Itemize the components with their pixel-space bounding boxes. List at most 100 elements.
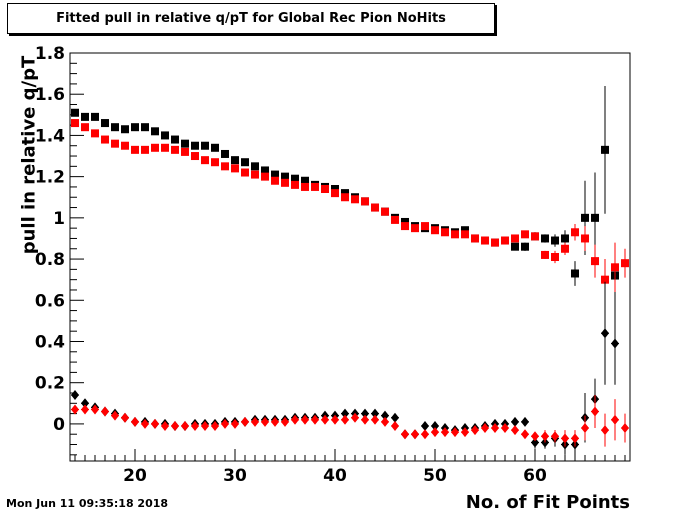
data-point-square	[291, 174, 299, 183]
data-point-square	[361, 197, 369, 206]
data-point-square	[251, 170, 259, 179]
data-point-square	[481, 236, 489, 245]
y-axis-label: pull in relative q/pT	[18, 55, 40, 255]
data-point-diamond	[501, 423, 509, 434]
data-point-square	[511, 234, 519, 243]
data-point-square	[171, 135, 179, 144]
data-point-square	[561, 234, 569, 243]
data-point-square	[551, 236, 559, 245]
data-point-square	[281, 172, 289, 181]
data-point-square	[441, 228, 449, 237]
data-point-square	[231, 164, 239, 173]
data-point-diamond	[601, 328, 609, 339]
data-point-square	[111, 139, 119, 148]
chart-title-box: Fitted pull in relative q/pT for Global …	[7, 3, 495, 34]
data-point-diamond	[451, 427, 459, 438]
data-point-diamond	[421, 429, 429, 440]
series-3	[71, 281, 619, 457]
y-tick-label: 1.8	[35, 44, 65, 64]
y-tick-label: 1.4	[35, 126, 65, 146]
data-point-square	[591, 257, 599, 266]
data-point-square	[241, 168, 249, 177]
data-point-square	[581, 234, 589, 243]
data-point-diamond	[481, 423, 489, 434]
data-point-square	[601, 145, 609, 154]
data-point-square	[121, 125, 129, 134]
data-point-square	[121, 141, 129, 150]
data-point-square	[541, 250, 549, 259]
data-point-square	[331, 185, 339, 193]
data-point-diamond	[431, 427, 439, 438]
x-axis-label: No. of Fit Points	[465, 492, 630, 513]
data-point-diamond	[271, 416, 279, 427]
data-point-diamond	[561, 433, 569, 444]
plot-markers	[71, 85, 629, 457]
data-point-diamond	[461, 427, 469, 438]
data-point-square	[181, 147, 189, 156]
series-2	[71, 119, 629, 301]
data-point-diamond	[421, 420, 429, 431]
x-tick-label: 60	[523, 466, 547, 486]
data-point-square	[301, 176, 309, 185]
data-point-square	[231, 156, 239, 165]
data-point-diamond	[181, 420, 189, 431]
data-point-square	[501, 236, 509, 245]
data-point-diamond	[531, 437, 539, 448]
data-point-diamond	[191, 420, 199, 431]
data-point-diamond	[261, 416, 269, 427]
data-point-diamond	[441, 427, 449, 438]
data-point-square	[131, 145, 139, 154]
data-point-square	[401, 222, 409, 231]
x-tick-label: 40	[323, 466, 347, 486]
data-point-square	[621, 259, 629, 268]
data-point-diamond	[351, 412, 359, 423]
data-point-square	[571, 228, 579, 237]
data-point-square	[141, 123, 149, 132]
data-point-diamond	[131, 416, 139, 427]
data-point-diamond	[551, 431, 559, 442]
data-point-diamond	[611, 414, 619, 425]
data-point-square	[151, 127, 159, 136]
data-point-diamond	[381, 416, 389, 427]
y-tick-label: 0	[53, 415, 65, 435]
data-point-square	[571, 269, 579, 278]
data-point-diamond	[531, 431, 539, 442]
data-point-diamond	[401, 429, 409, 440]
data-point-square	[131, 123, 139, 132]
data-point-diamond	[511, 425, 519, 436]
data-point-square	[331, 189, 339, 198]
data-point-diamond	[211, 420, 219, 431]
y-tick-label: 0.4	[35, 332, 65, 352]
data-point-diamond	[581, 423, 589, 434]
data-point-diamond	[81, 398, 89, 409]
data-point-diamond	[221, 418, 229, 429]
data-point-square	[271, 170, 279, 179]
data-point-diamond	[361, 414, 369, 425]
y-tick-label: 0.2	[35, 374, 65, 394]
data-point-square	[321, 185, 329, 193]
data-point-square	[261, 172, 269, 181]
data-point-square	[211, 158, 219, 167]
data-point-square	[101, 119, 109, 128]
data-point-diamond	[431, 420, 439, 431]
x-tick-label: 50	[423, 466, 447, 486]
data-point-square	[101, 135, 109, 144]
data-point-square	[81, 112, 89, 121]
data-point-square	[611, 263, 619, 272]
data-point-square	[71, 108, 79, 117]
data-point-square	[201, 141, 209, 150]
data-point-square	[601, 275, 609, 284]
data-point-square	[261, 166, 269, 175]
data-point-square	[341, 189, 349, 198]
data-point-diamond	[111, 410, 119, 421]
data-point-square	[531, 232, 539, 241]
data-point-diamond	[311, 414, 319, 425]
data-point-square	[251, 162, 259, 171]
data-point-square	[381, 207, 389, 216]
data-point-diamond	[241, 416, 249, 427]
data-point-diamond	[151, 418, 159, 429]
data-point-diamond	[201, 420, 209, 431]
data-point-square	[271, 176, 279, 185]
data-point-square	[111, 123, 119, 132]
data-point-square	[191, 152, 199, 161]
